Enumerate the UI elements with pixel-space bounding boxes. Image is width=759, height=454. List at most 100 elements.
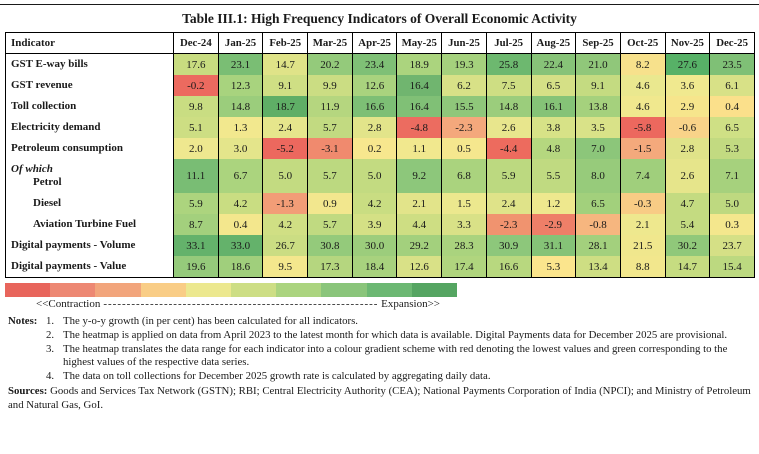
month-column-header: Jul-25 [485,32,532,54]
heatmap-cell: 3.0 [217,138,264,159]
heatmap-cell: 21.5 [619,235,666,256]
top-rule [0,4,759,5]
heatmap-cell: -3.1 [307,138,353,159]
table-row: Toll collection 9.8 14.8 18.7 11.9 16.6 16.4 15… [5,96,755,117]
contraction-label: <<Contraction [36,298,101,310]
legend-swatch [366,283,412,297]
legend-swatch [411,283,458,297]
heatmap-cell: 3.6 [664,75,711,96]
heatmap-cell: 4.4 [396,214,443,235]
heatmap-cell: 17.4 [441,256,487,278]
table-row: Aviation Turbine Fuel 8.7 0.4 4.2 5.7 3.9 4.4 3… [5,214,755,235]
heatmap-cell: 30.9 [485,235,532,256]
heatmap-cell: 16.4 [396,96,443,117]
indicator-label: Aviation Turbine Fuel [5,214,174,235]
heatmap-cell: 4.2 [351,193,398,214]
heatmap-cell: 5.7 [307,214,353,235]
heatmap-cell: 5.3 [530,256,577,278]
indicator-label: Digital payments - Volume [5,235,174,256]
notes-section: Notes: 1. The y-o-y growth (in per cent)… [8,315,751,413]
heatmap-cell: 12.3 [217,75,264,96]
heatmap-cell: 23.7 [709,235,755,256]
heatmap-cell: 2.1 [396,193,443,214]
heatmap-cell: 6.8 [441,159,487,193]
heatmap-cell: -0.3 [619,193,666,214]
table-row: Electricity demand 5.1 1.3 2.4 5.7 2.8 -4.8 -2.… [5,117,755,138]
heatmap-cell: 4.2 [217,193,264,214]
month-column-header: Jun-25 [441,32,487,54]
legend-swatch [321,283,367,297]
heatmap-cell: 18.4 [351,256,398,278]
expansion-label: Expansion>> [381,298,440,310]
month-column-header: Sep-25 [575,32,621,54]
heatmap-cell: 0.4 [217,214,264,235]
heatmap-cell: 3.8 [530,117,577,138]
month-column-header: Nov-25 [664,32,711,54]
heatmap-cell: 9.9 [307,75,353,96]
heatmap-cell: -5.8 [619,117,666,138]
heatmap-cell: 31.1 [530,235,577,256]
header-row: Indicator Dec-24 Jan-25 Feb-25 Mar-25 Apr-25… [5,32,755,54]
sources-line: Sources: Goods and Services Tax Network … [8,385,751,413]
heatmap-cell: 22.4 [530,53,577,75]
legend-swatch [140,283,186,297]
note-item: 4. The data on toll collections for Dece… [46,370,491,383]
legend-swatch [231,283,277,297]
heatmap-cell: 1.2 [530,193,577,214]
heatmap-cell: 30.0 [351,235,398,256]
heatmap-cell: 18.6 [217,256,264,278]
month-column-header: Apr-25 [351,32,398,54]
sources-heading: Sources: [8,385,48,398]
heatmap-cell: 4.6 [619,75,666,96]
heatmap-cell: 14.7 [262,53,309,75]
month-column-header: Feb-25 [262,32,309,54]
heatmap-cell: 28.3 [441,235,487,256]
heatmap-cell: 12.6 [396,256,443,278]
heatmap-cell: 18.7 [262,96,309,117]
indicator-label: GST E-way bills [5,53,174,75]
heatmap-cell: 8.7 [173,214,219,235]
month-column-header: Aug-25 [530,32,577,54]
heatmap-cell: 28.1 [575,235,621,256]
heatmap-cell: 23.1 [217,53,264,75]
legend-swatch [185,283,232,297]
heatmap-cell: -0.2 [173,75,219,96]
legend-dashes: ----------------------------------------… [103,298,379,310]
legend-swatch [95,283,141,297]
heatmap-cell: 5.3 [709,138,755,159]
indicator-label: Electricity demand [5,117,174,138]
heatmap-cell: -2.3 [485,214,532,235]
legend-swatch [5,283,51,297]
heatmap-cell: 6.2 [441,75,487,96]
heatmap-cell: 23.5 [709,53,755,75]
heatmap-cell: 2.4 [262,117,309,138]
heatmap-cell: 18.9 [396,53,443,75]
heatmap-cell: 1.3 [217,117,264,138]
heatmap-cell: 3.3 [441,214,487,235]
note-item: Notes: 1. The y-o-y growth (in per cent)… [8,315,358,327]
heatmap-cell: 14.7 [664,256,711,278]
table-row: GST revenue -0.2 12.3 9.1 9.9 12.6 16.4 6.2 7.5 6… [5,75,755,96]
legend-caption: <<Contraction --------------------------… [36,298,440,310]
indicator-label: Diesel [5,193,174,214]
heatmap-cell: 5.0 [351,159,398,193]
heatmap-cell: -4.4 [485,138,532,159]
heatmap-cell: 5.0 [709,193,755,214]
heatmap-cell: 9.2 [396,159,443,193]
heatmap-cell: 33.1 [173,235,219,256]
heatmap-cell: 14.8 [485,96,532,117]
heatmap-cell: 27.6 [664,53,711,75]
heatmap-cell: 19.6 [173,256,219,278]
heatmap-cell: 2.1 [619,214,666,235]
heatmap-cell: 2.0 [173,138,219,159]
heatmap-cell: -0.8 [575,214,621,235]
table-row: Petroleum consumption 2.0 3.0 -5.2 -3.1 0.2 1.… [5,138,755,159]
heatmap-cell: 11.9 [307,96,353,117]
heatmap-cell: 5.0 [262,159,309,193]
heatmap-cell: 0.4 [709,96,755,117]
heatmap-cell: 2.4 [485,193,532,214]
heatmap-cell: 7.4 [619,159,666,193]
heatmap-cell: 5.9 [173,193,219,214]
heatmap-cell: 3.9 [351,214,398,235]
heatmap-cell: 6.1 [709,75,755,96]
